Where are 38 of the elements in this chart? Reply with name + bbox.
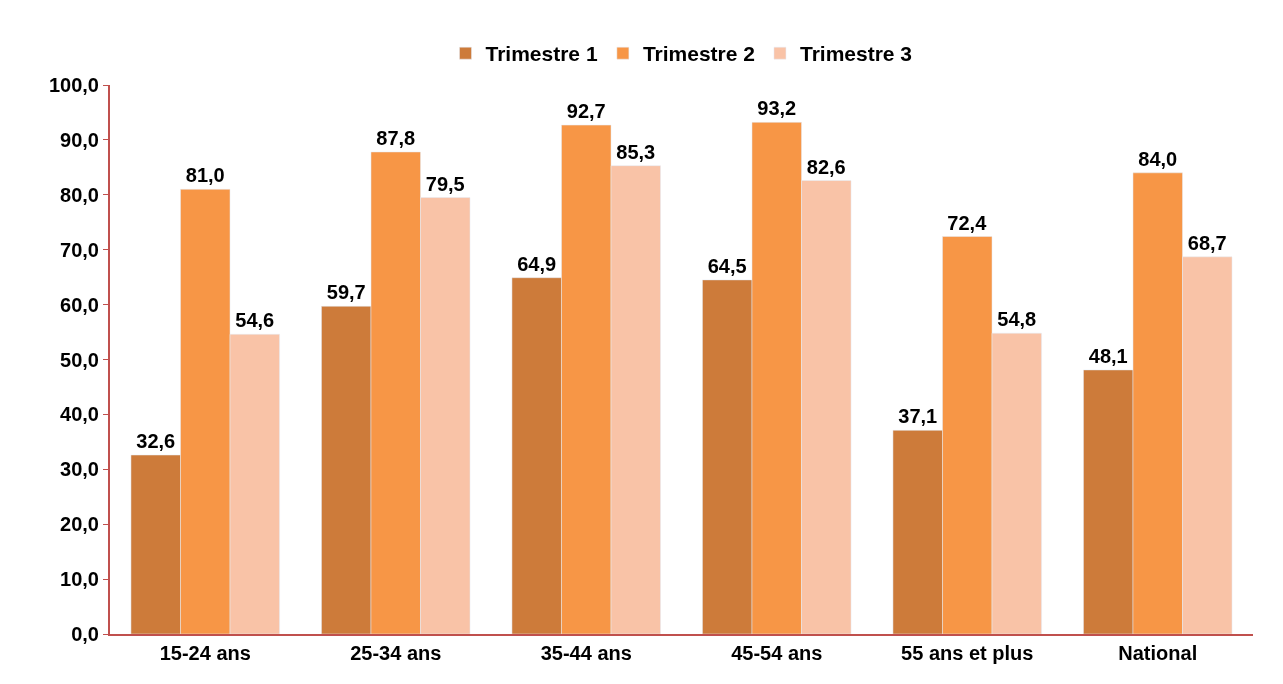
data-label: 59,7 [326,281,366,304]
data-label: 79,5 [425,172,465,195]
y-tick-label: 0,0 [71,623,99,645]
data-label: 85,3 [616,140,656,163]
data-label: 64,5 [707,254,747,277]
y-tick-label: 40,0 [60,403,99,426]
x-tick-label: 55 ans et plus [901,642,1034,664]
data-label: 64,9 [517,252,557,275]
data-label: 32,6 [136,430,176,453]
data-label: 84,0 [1138,147,1178,170]
y-tick-label: 90,0 [60,128,99,151]
y-tick-label: 10,0 [60,568,99,591]
data-label: 48,1 [1088,344,1128,367]
data-label: 72,4 [947,211,988,234]
legend-label: Trimestre 2 [642,42,755,66]
y-tick-label: 20,0 [60,513,99,536]
legend-label: Trimestre 3 [799,42,913,66]
data-label: 87,8 [376,126,416,149]
data-label: 54,8 [997,308,1037,331]
data-label: 81,0 [185,164,225,187]
y-tick-label: 80,0 [60,183,99,206]
y-tick-label: 60,0 [60,293,99,316]
data-label: 54,6 [235,309,275,332]
y-tick-label: 30,0 [60,458,99,481]
y-tick-label: 70,0 [60,238,99,261]
y-tick-label: 100,0 [48,74,99,96]
y-tick-label: 50,0 [60,348,99,371]
data-label: 92,7 [566,100,606,123]
data-label: 82,6 [806,155,846,178]
legend-label: Trimestre 1 [485,42,598,66]
x-tick-label: National [1118,642,1198,664]
x-tick-label: 25-34 ans [350,642,442,664]
x-tick-label: 15-24 ans [159,642,251,664]
x-tick-label: 45-54 ans [731,642,823,664]
data-label: 93,2 [757,97,797,120]
data-label: 68,7 [1187,231,1227,254]
x-tick-label: 35-44 ans [540,642,632,664]
data-label: 37,1 [898,405,938,428]
